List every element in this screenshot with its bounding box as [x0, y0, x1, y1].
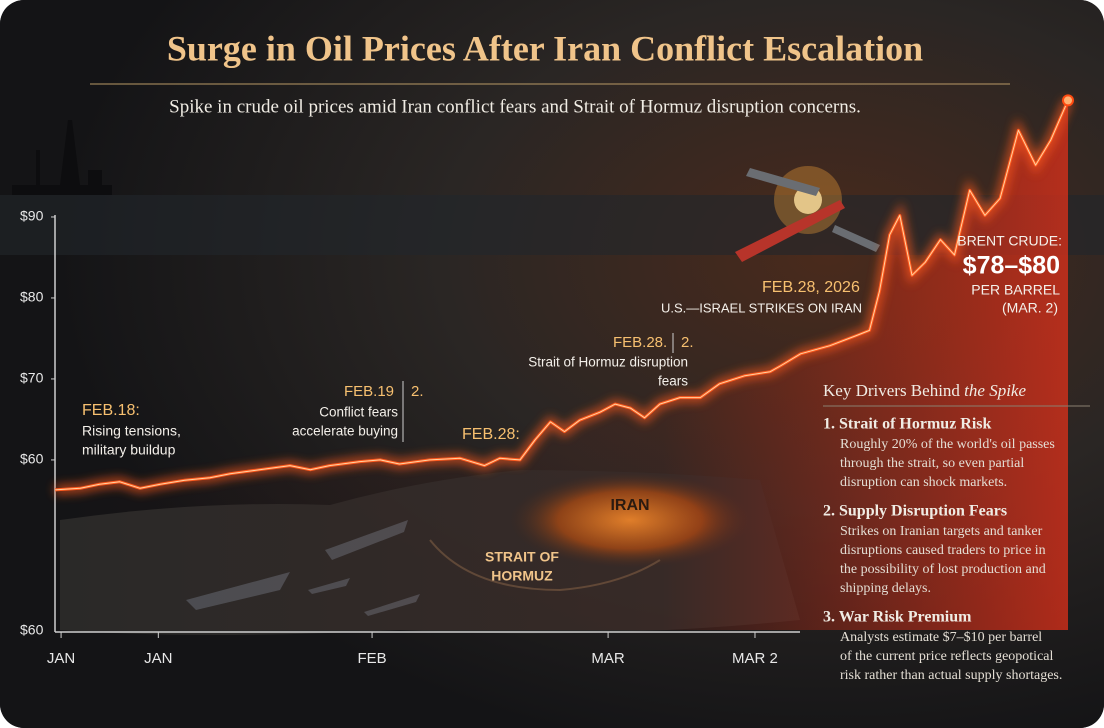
- key-drivers-heading: Key Drivers Behind the Spike: [823, 381, 1026, 400]
- x-tick-label: FEB: [357, 650, 386, 667]
- annotation-text: Strait of Hormuz disruption: [528, 355, 688, 370]
- annotation-title: FEB.18:: [82, 402, 140, 419]
- driver-text: Analysts estimate $7–$10 per barrel: [840, 630, 1042, 645]
- driver-title: 3. War Risk Premium: [823, 609, 972, 626]
- driver-text: risk rather than actual supply shortages…: [840, 668, 1062, 683]
- annotation-text: Rising tensions,: [82, 423, 181, 439]
- annotation-number: 2.: [411, 383, 424, 400]
- callout-unit: PER BARREL: [971, 282, 1060, 298]
- annotation-text: military buildup: [82, 442, 176, 458]
- driver-title: 2. Supply Disruption Fears: [823, 503, 1007, 520]
- chart-subtitle: Spike in crude oil prices amid Iran conf…: [169, 96, 861, 117]
- explosion: [735, 166, 880, 262]
- y-tick-label: $60: [20, 451, 44, 467]
- oil-rig: [12, 120, 112, 195]
- x-tick-label: JAN: [144, 650, 172, 667]
- annotation-title: FEB.28, 2026: [762, 279, 860, 296]
- map-label: STRAIT OF: [485, 549, 559, 565]
- driver-text: of the current price reflects geopotical: [840, 649, 1054, 664]
- annotation-text: fears: [658, 374, 688, 389]
- map-label: IRAN: [610, 497, 649, 514]
- callout-label: BRENT CRUDE:: [957, 233, 1062, 249]
- callout-date: (MAR. 2): [1002, 300, 1058, 316]
- y-tick-label: $70: [20, 370, 44, 386]
- driver-text: Roughly 20% of the world's oil passes: [840, 437, 1055, 452]
- annotations: FEB.18: Rising tensions, military buildu…: [82, 233, 1062, 584]
- x-tick-label: JAN: [47, 650, 75, 667]
- heading-italic: the Spike: [964, 381, 1026, 400]
- x-tick-label: MAR 2: [732, 650, 778, 667]
- annotation-text: accelerate buying: [292, 424, 398, 439]
- sea: [0, 195, 1104, 255]
- annotation-title: FEB.28.: [613, 334, 667, 351]
- annotation-text: Conflict fears: [319, 405, 398, 420]
- heading-text: Key Drivers Behind: [823, 381, 960, 400]
- driver-title: 1. Strait of Hormuz Risk: [823, 416, 992, 433]
- y-axis-floor-label: $60: [20, 622, 44, 638]
- series-area: [55, 100, 1068, 630]
- annotation-text: U.S.—ISRAEL STRIKES ON IRAN: [661, 300, 862, 315]
- driver-text: shipping delays.: [840, 581, 931, 596]
- callout-price: $78–$80: [963, 252, 1060, 280]
- driver-text: the possibility of lost production and: [840, 562, 1046, 577]
- chart-title: Surge in Oil Prices After Iran Conflict …: [167, 28, 923, 68]
- key-drivers: Key Drivers Behind the Spike 1. Strait o…: [823, 381, 1090, 683]
- annotation-title: FEB.19: [344, 383, 394, 400]
- annotation-title: FEB.28:: [462, 426, 520, 443]
- y-tick-label: $80: [20, 289, 44, 305]
- y-tick-label: $90: [20, 208, 44, 224]
- driver-text: Strikes on Iranian targets and tanker: [840, 524, 1043, 539]
- x-tick-label: MAR: [591, 650, 625, 667]
- driver-text: disruptions caused traders to price in: [840, 543, 1046, 558]
- driver-text: through the strait, so even partial: [840, 456, 1024, 471]
- map-label: HORMUZ: [491, 568, 553, 584]
- driver-text: disruption can shock markets.: [840, 475, 1007, 490]
- end-point: [1062, 94, 1074, 107]
- annotation-number: 2.: [681, 334, 694, 351]
- series-core: [54, 100, 1069, 491]
